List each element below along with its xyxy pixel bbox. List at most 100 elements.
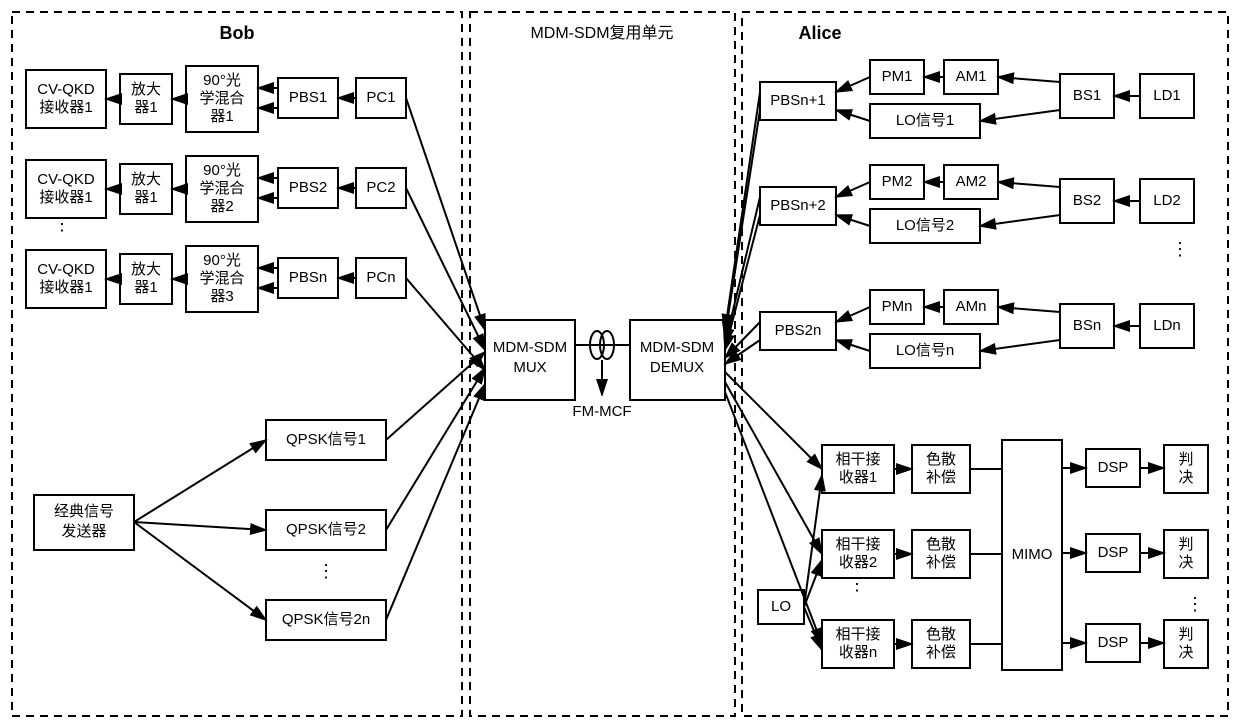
label: PC1 <box>366 89 395 106</box>
label: 放大 <box>131 81 161 98</box>
lbl-lo: LO <box>771 598 791 615</box>
arrow <box>836 77 870 92</box>
label: 学混合 <box>199 180 244 197</box>
label: DSP <box>1098 459 1129 476</box>
label: 判 <box>1178 626 1193 643</box>
label: PCn <box>366 269 395 286</box>
bob-classical: 经典信号 发送器 QPSK信号1QPSK信号2QPSK信号2n ⋮ <box>34 352 485 640</box>
label: 补偿 <box>926 554 956 571</box>
arrow <box>980 110 1060 121</box>
vdots-icon: ⋮ <box>848 574 866 594</box>
label: QPSK信号2n <box>282 611 370 628</box>
label: 判 <box>1178 536 1193 553</box>
qpsk-group: QPSK信号1QPSK信号2QPSK信号2n <box>134 352 485 640</box>
label: 决 <box>1178 469 1193 486</box>
label: 放大 <box>131 261 161 278</box>
label: 决 <box>1178 644 1193 661</box>
vdots-icon: ⋮ <box>1171 239 1189 259</box>
lbl-fiber: FM-MCF <box>572 403 631 420</box>
lbl-mimo: MIMO <box>1012 546 1053 563</box>
label: 器3 <box>210 288 233 305</box>
label: 色散 <box>926 536 956 553</box>
arrow <box>804 607 822 650</box>
label: 器1 <box>134 279 157 296</box>
arrow <box>134 522 266 530</box>
label: PBS2 <box>289 179 327 196</box>
label: 器2 <box>210 198 233 215</box>
arrow <box>836 340 870 351</box>
label: 相干接 <box>835 451 880 468</box>
alice-rx-row: 相干接收器2色散补偿DSP判决 <box>725 382 1208 607</box>
label: 接收器1 <box>39 279 92 296</box>
arrow <box>134 522 266 620</box>
label: 90°光 <box>203 162 241 179</box>
fiber-icon: FM-MCF <box>572 331 631 420</box>
label: 决 <box>1178 554 1193 571</box>
title-mdm: MDM-SDM复用单元 <box>530 24 673 42</box>
label: LO信号1 <box>896 112 954 129</box>
alice-tx: PBSn+1PM1AM1LO信号1BS1LD1PBSn+2PM2AM2LO信号2… <box>725 60 1194 368</box>
label: PBSn <box>289 269 327 286</box>
vdots-icon: ⋮ <box>317 561 335 581</box>
label: 色散 <box>926 626 956 643</box>
arrow <box>998 307 1060 312</box>
lbl-classical-2: 发送器 <box>61 523 106 540</box>
label: 学混合 <box>199 270 244 287</box>
label: AM2 <box>956 173 987 190</box>
label: 器1 <box>210 108 233 125</box>
label: LD2 <box>1153 192 1181 209</box>
label: AMn <box>956 298 987 315</box>
label: PBSn+2 <box>770 197 825 214</box>
label: LD1 <box>1153 87 1181 104</box>
arrow <box>836 110 870 121</box>
label: AM1 <box>956 68 987 85</box>
label: 放大 <box>131 171 161 188</box>
label: LO信号n <box>896 342 954 359</box>
label: 器1 <box>134 99 157 116</box>
label: LO信号2 <box>896 217 954 234</box>
vdots-icon: ⋮ <box>1186 594 1204 614</box>
lbl-classical-1: 经典信号 <box>54 503 114 520</box>
label: LDn <box>1153 317 1181 334</box>
arrow <box>836 182 870 197</box>
bob-chain: CV-QKD接收器1 放大器1 90°光学混合器3 PBSn PCn <box>26 246 485 370</box>
label: BSn <box>1073 317 1101 334</box>
label: 相干接 <box>835 536 880 553</box>
label: PBS1 <box>289 89 327 106</box>
label: 学混合 <box>199 90 244 107</box>
label: 接收器1 <box>39 189 92 206</box>
arrow <box>725 92 760 330</box>
lbl-mux-2: MUX <box>513 359 546 376</box>
label: 判 <box>1178 451 1193 468</box>
vdots-icon: ⋮ <box>53 214 71 234</box>
label: QPSK信号1 <box>286 431 366 448</box>
lbl-demux-2: DEMUX <box>650 359 704 376</box>
label: DSP <box>1098 544 1129 561</box>
label: CV-QKD <box>37 81 95 98</box>
arrow <box>836 307 870 322</box>
arrow <box>980 215 1060 226</box>
label: 90°光 <box>203 72 241 89</box>
label: PBSn+1 <box>770 92 825 109</box>
label: CV-QKD <box>37 261 95 278</box>
arrow <box>134 440 266 522</box>
label: 器1 <box>134 189 157 206</box>
title-bob: Bob <box>220 23 255 43</box>
arrow <box>725 382 822 554</box>
label: DSP <box>1098 634 1129 651</box>
arrow <box>980 340 1060 351</box>
arrow <box>836 215 870 226</box>
label: 补偿 <box>926 469 956 486</box>
label: 相干接 <box>835 626 880 643</box>
lbl-demux-1: MDM-SDM <box>640 339 714 356</box>
label: 收器n <box>839 644 877 661</box>
label: 90°光 <box>203 252 241 269</box>
label: PMn <box>882 298 913 315</box>
alice-rx: LO MIMO 相干接收器1色散补偿DSP判决相干接收器2色散补偿DSP判决相干… <box>725 372 1208 670</box>
label: BS2 <box>1073 192 1101 209</box>
label: CV-QKD <box>37 171 95 188</box>
label: 收器2 <box>839 554 877 571</box>
diagram-canvas: Bob MDM-SDM复用单元 Alice CV-QKD接收器1放大器190°光… <box>0 0 1240 728</box>
label: BS1 <box>1073 87 1101 104</box>
label: 色散 <box>926 451 956 468</box>
